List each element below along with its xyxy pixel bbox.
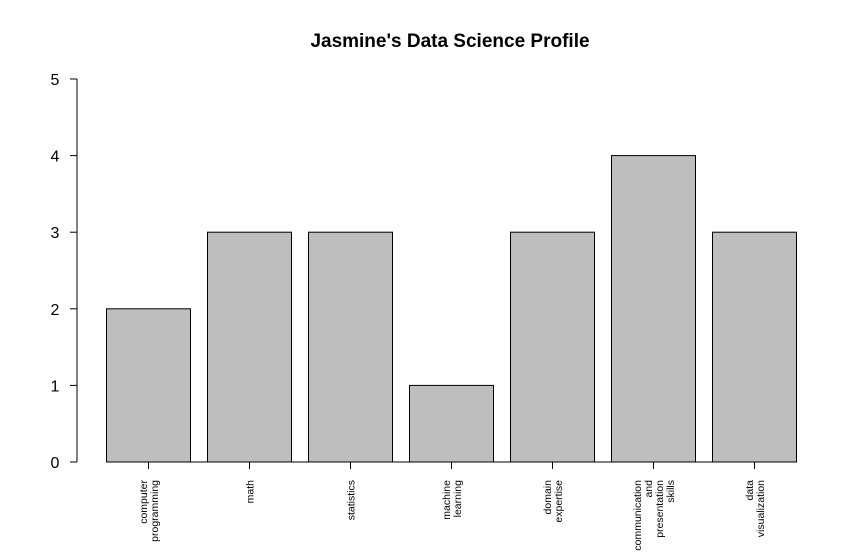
bar	[308, 231, 393, 463]
y-tick-label: 2	[51, 302, 60, 319]
x-tick-label: communication and presentation skills	[632, 480, 677, 551]
x-axis-ticks: computer programming math statistics machine…	[138, 462, 767, 551]
x-tick-label: statistics	[346, 480, 358, 520]
bar	[106, 308, 191, 463]
y-tick-label: 3	[51, 225, 60, 242]
y-tick-label: 4	[51, 149, 60, 166]
x-tick-label-line: domain	[542, 480, 554, 515]
x-tick-label-line: presentation	[654, 480, 666, 538]
x-tick-label-line: communication	[632, 480, 644, 551]
x-tick-label-line: learning	[452, 480, 464, 518]
bar	[207, 231, 292, 463]
y-tick-label: 1	[51, 378, 60, 395]
bar	[510, 231, 595, 463]
x-tick-label-line: expertise	[553, 480, 565, 523]
x-tick-label-line: math	[245, 480, 257, 504]
x-tick-label-line: visualization	[755, 480, 767, 537]
x-tick-label-line: machine	[441, 480, 453, 520]
y-tick-label: 0	[51, 455, 60, 472]
x-tick-label-line: programming	[149, 480, 161, 542]
y-tick-label: 5	[51, 72, 60, 89]
x-tick-label: machine learning	[441, 480, 464, 520]
x-tick-label: domain expertise	[542, 480, 565, 523]
x-tick-label-line: and	[643, 480, 655, 498]
bar	[712, 231, 797, 463]
x-tick-label-line: statistics	[346, 480, 358, 520]
x-tick-label-line: data	[744, 480, 756, 501]
chart-title: Jasmine's Data Science Profile	[310, 31, 589, 52]
x-tick-label-line: skills	[665, 480, 677, 503]
x-tick-label-line: computer	[138, 480, 150, 524]
x-tick-label: computer programming	[138, 480, 161, 542]
bar	[611, 155, 696, 463]
x-tick-label: math	[245, 480, 257, 504]
bars	[106, 155, 797, 463]
y-axis-ticks: 0 1 2 3 4 5	[51, 72, 77, 472]
x-tick-label: data visualization	[744, 480, 767, 537]
bar	[409, 384, 494, 463]
